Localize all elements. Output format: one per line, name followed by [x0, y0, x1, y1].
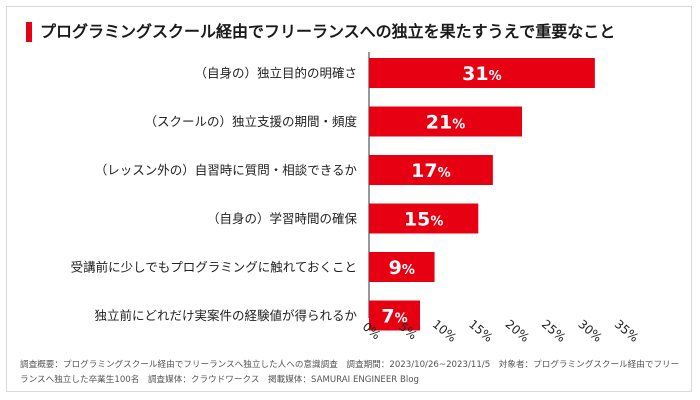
category-label: 受講前に少しでもプログラミングに触れておくこと [71, 260, 357, 275]
data-label: 31% [462, 63, 501, 85]
data-label: 7% [381, 306, 407, 328]
data-label-value: 7 [381, 306, 394, 328]
data-label-unit: % [489, 69, 502, 84]
category-label: （自身の）独立目的の明確さ [194, 66, 357, 81]
bar [369, 106, 522, 137]
category-label: 独立前にどれだけ実案件の経験値が得られるか [94, 308, 357, 323]
bar [369, 252, 435, 282]
title-accent-bar [26, 22, 32, 42]
category-label: （自身の）学習時間の確保 [207, 211, 358, 226]
data-label-unit: % [438, 166, 451, 181]
x-tick-label: 20% [503, 317, 532, 345]
x-tick-label: 30% [575, 317, 604, 345]
category-label: （スクールの）独立支援の期間・頻度 [144, 114, 357, 129]
chart-frame [6, 6, 692, 392]
x-tick-label: 10% [430, 317, 459, 345]
data-label-value: 21 [426, 112, 452, 134]
survey-footnote: 調査概要：プログラミングスクール経由でフリーランスへ独立した人への意識調査 調査… [20, 360, 680, 385]
data-label-value: 17 [411, 160, 437, 182]
data-label: 21% [426, 112, 465, 134]
chart-title: プログラミングスクール経由でフリーランスへの独立を果たすうえで重要なこと [40, 22, 616, 41]
data-label-unit: % [452, 118, 465, 133]
bar [369, 300, 420, 331]
bar [369, 155, 493, 185]
x-tick-label: 25% [539, 317, 568, 345]
category-label: （レッスン外の）自習時に質問・相談できるか [95, 163, 358, 178]
data-label-value: 9 [389, 257, 402, 279]
data-label: 15% [404, 209, 443, 231]
data-label-value: 31 [462, 63, 488, 85]
data-label: 9% [389, 257, 415, 279]
data-label-unit: % [430, 215, 443, 230]
data-label-value: 15 [404, 209, 430, 231]
x-tick-label: 15% [466, 317, 495, 345]
data-label-unit: % [395, 312, 408, 327]
bar [369, 203, 479, 234]
data-label-unit: % [402, 263, 415, 278]
bar [369, 58, 595, 88]
data-label: 17% [411, 160, 450, 182]
x-tick-label: 35% [612, 317, 641, 345]
